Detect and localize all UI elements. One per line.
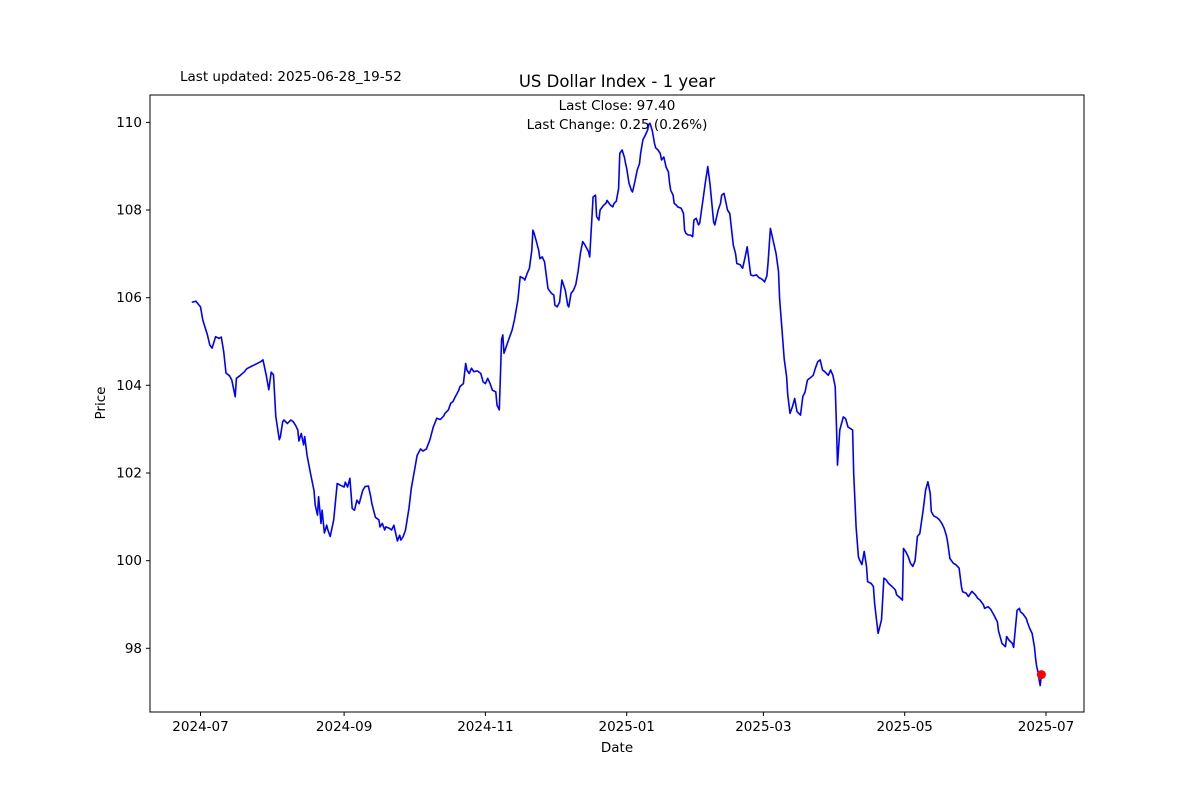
axes-frame	[149, 94, 1085, 713]
y-tick-label: 100	[116, 553, 142, 569]
y-tick-label: 106	[116, 290, 142, 306]
price-line	[191, 122, 1043, 687]
last-close-text: Last Close: 97.40	[558, 98, 676, 114]
x-tick-label: 2024-07	[172, 719, 228, 735]
y-tick-label: 108	[116, 203, 142, 219]
x-tick-label: 2024-11	[457, 719, 513, 735]
x-tick-label: 2024-09	[316, 719, 372, 735]
x-tick-label: 2025-07	[1018, 719, 1074, 735]
last-updated-text: Last updated: 2025-06-28_19-52	[180, 69, 402, 85]
x-axis-label: Date	[600, 740, 634, 756]
last-change-text: Last Change: 0.25 (0.26%)	[526, 117, 708, 133]
y-tick-label: 102	[116, 466, 142, 482]
x-tick-label: 2025-01	[598, 719, 654, 735]
x-tick-label: 2025-03	[735, 719, 791, 735]
y-tick-label: 104	[116, 378, 142, 394]
last-price-marker	[1036, 670, 1046, 680]
y-tick-label: 110	[116, 115, 142, 131]
chart-annotation: Last Close: 97.40 Last Change: 0.25 (0.2…	[150, 97, 1084, 135]
x-tick-label: 2025-05	[876, 719, 932, 735]
chart-title: US Dollar Index - 1 year	[518, 72, 716, 91]
y-tick-label: 98	[125, 641, 142, 657]
